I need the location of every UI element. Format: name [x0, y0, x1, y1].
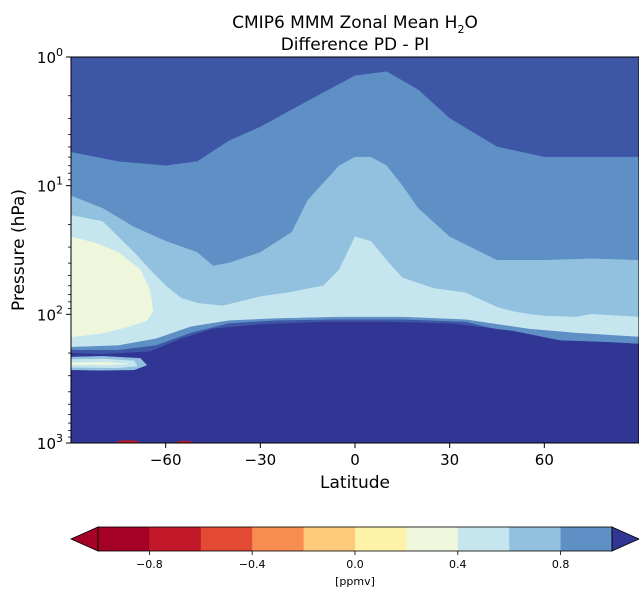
y-axis: 100 101 102 103 [37, 46, 71, 453]
contour-region-troposphere [71, 321, 639, 443]
x-axis-label: Latitude [320, 473, 390, 493]
x-axis: −60 −30 0 30 60 [150, 443, 554, 469]
y-axis-label: Pressure (hPa) [9, 189, 29, 311]
colorbar-segment [355, 527, 407, 551]
contour-region-low-strip-core [71, 362, 128, 366]
colorbar-tick-label: 0.0 [346, 558, 364, 571]
colorbar-segment [509, 527, 562, 551]
contour-region-band-0.0-0.2 [71, 236, 154, 443]
colorbar-extend-high [611, 526, 639, 552]
colorbar: −0.8 −0.4 0.0 0.4 0.8 [70, 526, 639, 571]
colorbar-tick-label: −0.4 [239, 558, 266, 571]
colorbar-segment [560, 527, 613, 551]
colorbar-segment [303, 527, 356, 551]
contour-field [71, 57, 639, 443]
colorbar-segment [457, 527, 510, 551]
colorbar-unit-label: [ppmv] [335, 575, 375, 588]
x-tick-label: 30 [440, 451, 459, 469]
colorbar-tick-label: 0.4 [449, 558, 467, 571]
colorbar-segment [98, 527, 150, 551]
colorbar-segment [200, 527, 253, 551]
y-tick-label: 101 [37, 175, 63, 196]
y-tick-label: 102 [37, 303, 63, 324]
chart-title-line2: Difference PD - PI [281, 35, 430, 55]
colorbar-segment [406, 527, 459, 551]
colorbar-tick-label: 0.8 [552, 558, 570, 571]
colorbar-segment [149, 527, 202, 551]
colorbar-extend-low [70, 526, 99, 552]
x-tick-label: 60 [535, 451, 554, 469]
contour-region-surface-dip-1 [115, 440, 141, 443]
colorbar-tick-label: −0.8 [136, 558, 163, 571]
x-tick-label: −30 [245, 451, 277, 469]
colorbar-segment [252, 527, 305, 551]
y-tick-label: 103 [37, 432, 63, 453]
y-tick-label: 100 [37, 46, 63, 67]
x-tick-label: −60 [150, 451, 182, 469]
x-tick-label: 0 [350, 451, 360, 469]
chart-title-line1: CMIP6 MMM Zonal Mean H2O [232, 13, 478, 36]
